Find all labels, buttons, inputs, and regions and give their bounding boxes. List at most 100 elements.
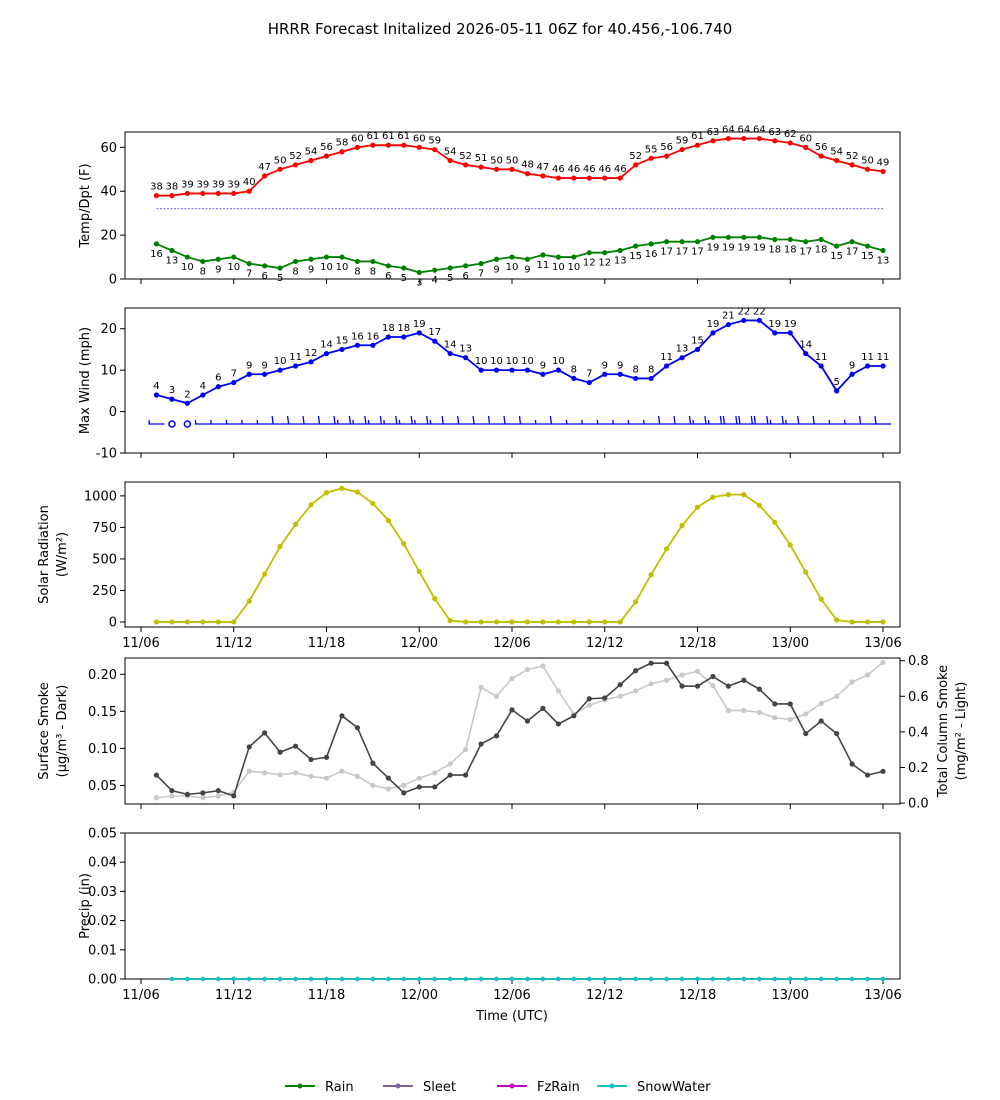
- max_wind-point: [849, 371, 855, 377]
- solar-point: [308, 502, 314, 508]
- max_wind-data-label: 10: [274, 356, 287, 367]
- y-tick-label: 0.05: [88, 779, 117, 794]
- snowwater-point: [432, 976, 437, 982]
- column_smoke-point: [772, 715, 778, 721]
- solar-point: [679, 522, 685, 529]
- snowwater-point: [169, 976, 175, 982]
- surface_smoke-point: [617, 682, 623, 688]
- temp-point: [416, 144, 422, 150]
- snowwater-point: [355, 976, 360, 982]
- wind-barb-flag: [673, 415, 676, 425]
- dewpoint-data-label: 15: [830, 251, 843, 262]
- max_wind-data-label: 9: [246, 360, 252, 371]
- column_smoke-point: [493, 693, 500, 699]
- solar-point: [880, 619, 886, 625]
- snowwater-point: [401, 976, 406, 982]
- column_smoke-point: [787, 716, 793, 723]
- wind-barb-half: [225, 419, 228, 425]
- wind-barb-half: [692, 419, 695, 425]
- max_wind-point: [478, 367, 484, 373]
- dewpoint-point: [246, 261, 252, 267]
- surface_smoke-point: [710, 673, 716, 680]
- max_wind-data-label: 10: [552, 356, 565, 367]
- dewpoint-data-label: 17: [846, 247, 859, 258]
- temp-data-label: 46: [614, 164, 627, 175]
- max_wind-point: [679, 355, 685, 361]
- column_smoke-point: [169, 793, 175, 799]
- snowwater-point: [587, 976, 592, 982]
- legend-label: FzRain: [537, 1080, 580, 1095]
- dewpoint-point: [803, 239, 809, 245]
- solar-line: [156, 487, 883, 623]
- max_wind-point: [493, 367, 500, 373]
- snowwater-point: [788, 976, 793, 982]
- surface_smoke-point: [880, 768, 886, 774]
- solar-point: [493, 619, 500, 625]
- solar-point: [524, 619, 531, 625]
- surface_smoke-point: [153, 772, 160, 778]
- x-tick-label: 12/12: [586, 636, 623, 651]
- max_wind-point: [864, 363, 871, 369]
- wind-barb-flag: [410, 415, 413, 425]
- snowwater-point: [602, 976, 607, 982]
- max_wind-data-label: 15: [691, 335, 704, 346]
- wind-barb: [456, 415, 474, 425]
- column_smoke-point: [725, 707, 732, 714]
- max_wind-point: [880, 363, 886, 369]
- max_wind-data-label: 22: [738, 306, 751, 317]
- max_wind-point: [432, 338, 438, 344]
- max_wind-point: [648, 375, 654, 382]
- temp-data-label: 62: [784, 129, 797, 140]
- wind-barb-flag: [487, 415, 491, 425]
- snowwater-point: [216, 976, 221, 982]
- temp-point: [200, 190, 206, 197]
- wind-barb-flag: [302, 415, 305, 425]
- wind-barb-half: [241, 419, 243, 425]
- column_smoke-point: [323, 775, 330, 781]
- wind-barb: [704, 415, 721, 425]
- wind-barb: [256, 419, 273, 425]
- dewpoint-point: [710, 234, 716, 240]
- temp-point: [354, 144, 361, 150]
- wind-barb: [534, 419, 551, 425]
- max_wind-point: [339, 346, 345, 353]
- dewpoint-data-label: 19: [722, 242, 735, 253]
- wind-barb: [781, 415, 799, 425]
- snowwater-point: [262, 976, 267, 982]
- temp-point: [370, 142, 376, 148]
- temp-point: [401, 142, 407, 148]
- dewpoint-point: [849, 239, 855, 245]
- dewpoint-data-label: 7: [478, 269, 484, 280]
- temp-point: [432, 146, 438, 153]
- dewpoint-data-label: 8: [354, 266, 360, 277]
- y-tick-label: 0: [109, 615, 117, 630]
- solar-point: [169, 619, 175, 625]
- max_wind-point: [725, 321, 732, 328]
- max_wind-point: [617, 371, 623, 377]
- wind-barb: [719, 415, 737, 425]
- surface_smoke-point: [169, 788, 175, 794]
- max_wind-point: [818, 363, 824, 369]
- column_smoke-point: [741, 707, 747, 714]
- snowwater-point: [556, 976, 561, 982]
- surface_smoke-point: [648, 660, 654, 666]
- wind-barb-flag: [735, 415, 738, 425]
- temp-data-label: 39: [196, 179, 209, 190]
- wind-barb: [379, 415, 397, 425]
- dewpoint-data-label: 11: [537, 260, 550, 271]
- max_wind-data-label: 6: [215, 373, 221, 384]
- snowwater-point: [200, 976, 206, 982]
- snowwater-point: [757, 976, 762, 982]
- dewpoint-data-label: 17: [676, 247, 689, 258]
- dewpoint-point: [524, 256, 531, 262]
- snowwater-point: [571, 976, 577, 982]
- dewpoint-point: [277, 265, 283, 271]
- wind-barb-half: [769, 419, 772, 425]
- dewpoint-data-label: 19: [738, 242, 751, 253]
- max_wind-data-label: 15: [336, 335, 349, 346]
- wind-barb: [828, 419, 845, 425]
- column_smoke-point: [447, 761, 453, 767]
- snowwater-point: [277, 976, 283, 982]
- temp-data-label: 64: [738, 125, 751, 136]
- wind-barb: [241, 419, 258, 425]
